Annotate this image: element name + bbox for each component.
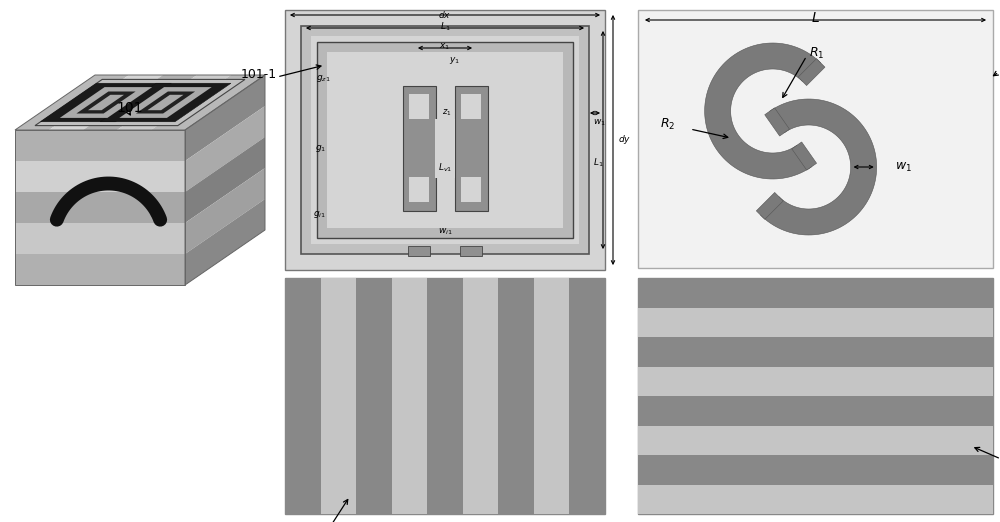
Bar <box>409 177 429 202</box>
Polygon shape <box>15 192 185 223</box>
Bar <box>327 52 563 228</box>
Polygon shape <box>15 254 185 285</box>
Polygon shape <box>705 43 821 179</box>
Bar <box>638 307 993 337</box>
Polygon shape <box>119 87 212 118</box>
Text: $g_{z1}$: $g_{z1}$ <box>316 73 331 84</box>
Polygon shape <box>185 199 265 285</box>
Polygon shape <box>15 223 185 254</box>
Text: $L$: $L$ <box>811 11 819 25</box>
Bar <box>638 366 993 396</box>
Bar <box>311 36 579 244</box>
Polygon shape <box>60 87 152 118</box>
Text: $w_{i1}$: $w_{i1}$ <box>438 227 452 238</box>
Bar <box>638 278 993 307</box>
Text: $L_1$: $L_1$ <box>593 157 604 169</box>
Polygon shape <box>185 75 265 161</box>
Polygon shape <box>15 161 185 192</box>
Bar <box>403 86 436 211</box>
Text: $y_1$: $y_1$ <box>449 54 460 65</box>
Bar <box>285 278 321 514</box>
Polygon shape <box>148 95 184 110</box>
Polygon shape <box>185 137 265 223</box>
Text: $dx$: $dx$ <box>438 8 452 19</box>
Polygon shape <box>756 193 783 219</box>
Text: $g_1$: $g_1$ <box>315 143 326 153</box>
Text: $x_1$: $x_1$ <box>439 42 451 52</box>
Bar <box>392 278 427 514</box>
Text: $g_{i1}$: $g_{i1}$ <box>313 209 326 220</box>
Text: $R_2$: $R_2$ <box>660 116 675 132</box>
Bar <box>285 10 605 270</box>
Bar <box>427 278 463 514</box>
Bar <box>409 94 429 119</box>
Bar <box>638 337 993 366</box>
Polygon shape <box>41 83 171 122</box>
Polygon shape <box>117 75 231 130</box>
Text: 101-1: 101-1 <box>241 68 277 81</box>
Bar <box>356 278 392 514</box>
Text: $R_1$: $R_1$ <box>809 45 824 61</box>
Bar <box>638 278 993 514</box>
Text: $L_{v1}$: $L_{v1}$ <box>438 162 452 174</box>
Polygon shape <box>35 79 245 126</box>
Polygon shape <box>88 95 124 110</box>
Bar <box>638 425 993 455</box>
Polygon shape <box>792 142 817 170</box>
Polygon shape <box>185 106 265 192</box>
Polygon shape <box>76 91 136 113</box>
Polygon shape <box>151 75 265 130</box>
Bar <box>638 10 993 268</box>
Polygon shape <box>49 75 163 130</box>
Text: $w_1$: $w_1$ <box>895 160 912 173</box>
Text: $dy$: $dy$ <box>618 134 632 147</box>
Bar <box>569 278 605 514</box>
Bar <box>317 42 573 238</box>
Bar <box>461 94 481 119</box>
Bar <box>285 278 605 514</box>
Bar <box>408 246 430 256</box>
Polygon shape <box>798 58 825 86</box>
Bar <box>638 484 993 514</box>
Polygon shape <box>15 130 185 161</box>
Bar <box>498 278 534 514</box>
Polygon shape <box>83 75 197 130</box>
Bar <box>321 278 356 514</box>
Bar <box>461 177 481 202</box>
Bar <box>638 396 993 425</box>
Bar <box>455 86 488 211</box>
Polygon shape <box>185 168 265 254</box>
Bar <box>638 455 993 484</box>
Text: $L_1$: $L_1$ <box>440 21 450 33</box>
Polygon shape <box>100 83 231 122</box>
Text: $w_1$: $w_1$ <box>593 118 606 128</box>
Text: $z_1$: $z_1$ <box>442 108 452 118</box>
Polygon shape <box>15 75 129 130</box>
Bar <box>534 278 569 514</box>
Polygon shape <box>761 99 877 235</box>
Bar <box>460 246 482 256</box>
Bar <box>463 278 498 514</box>
Polygon shape <box>136 91 195 113</box>
Polygon shape <box>765 108 789 136</box>
Text: 101: 101 <box>117 101 143 115</box>
Bar <box>435 119 455 178</box>
Bar <box>301 26 589 254</box>
